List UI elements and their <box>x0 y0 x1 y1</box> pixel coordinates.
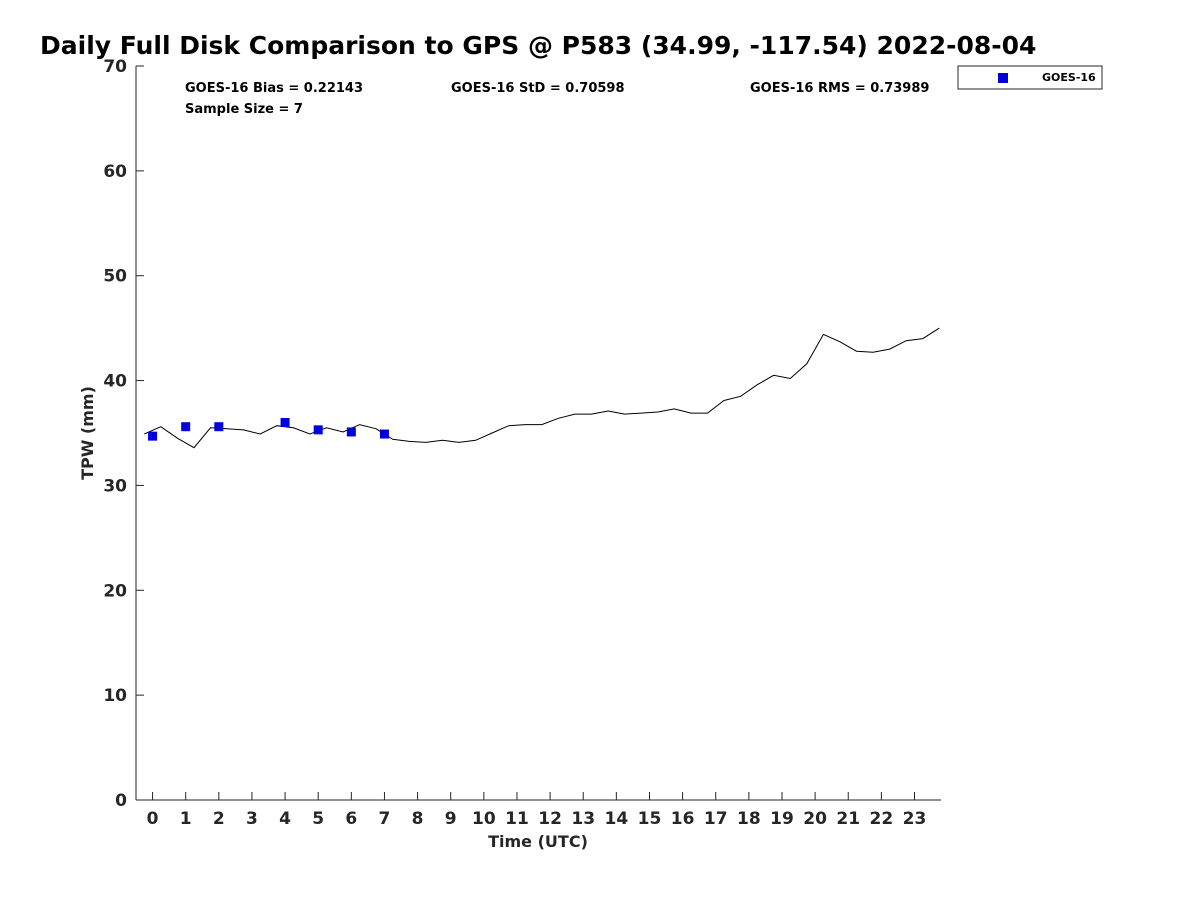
x-tick-label: 7 <box>379 809 391 829</box>
y-tick-label: 0 <box>115 791 127 811</box>
stats-annotations: GOES-16 Bias = 0.22143 GOES-16 StD = 0.7… <box>185 81 929 117</box>
x-tick-label: 14 <box>605 809 629 829</box>
legend-label: GOES-16 <box>1042 71 1096 84</box>
y-tick-label: 30 <box>103 476 127 496</box>
x-tick-label: 4 <box>279 809 291 829</box>
goes16-point <box>181 422 191 432</box>
x-tick-label: 19 <box>770 809 794 829</box>
legend: GOES-16 <box>957 65 1103 90</box>
rms-stat: GOES-16 RMS = 0.73989 <box>750 81 929 96</box>
y-tick-label: 60 <box>103 162 127 182</box>
goes16-point <box>280 418 290 428</box>
x-tick-label: 3 <box>246 809 258 829</box>
x-tick-label: 18 <box>737 809 761 829</box>
x-tick-label: 17 <box>704 809 728 829</box>
legend-box <box>957 65 1103 90</box>
x-tick-label: 6 <box>345 809 357 829</box>
goes16-point <box>214 422 224 432</box>
y-tick-label: 70 <box>103 57 127 77</box>
gps-tpw-line <box>144 327 940 449</box>
chart-title: Daily Full Disk Comparison to GPS @ P583… <box>40 31 1036 60</box>
x-tick-label: 9 <box>445 809 457 829</box>
y-tick-label: 40 <box>103 372 127 392</box>
std-stat: GOES-16 StD = 0.70598 <box>451 81 625 96</box>
goes16-point <box>346 427 356 437</box>
x-tick-label: 0 <box>147 809 159 829</box>
bias-stat: GOES-16 Bias = 0.22143 <box>185 81 363 96</box>
sample-size-stat: Sample Size = 7 <box>185 102 303 117</box>
x-tick-label: 11 <box>505 809 529 829</box>
legend-marker <box>998 73 1008 83</box>
x-tick-label: 20 <box>803 809 827 829</box>
x-tick-label: 15 <box>638 809 662 829</box>
series-layer <box>144 327 940 449</box>
x-tick-label: 10 <box>472 809 496 829</box>
y-axis-label: TPW (mm) <box>78 386 97 480</box>
goes16-point <box>313 425 323 435</box>
x-tick-label: 21 <box>836 809 860 829</box>
y-tick-label: 10 <box>103 686 127 706</box>
x-tick-label: 5 <box>312 809 324 829</box>
y-tick-label: 50 <box>103 267 127 287</box>
x-tick-label: 8 <box>412 809 424 829</box>
goes16-point <box>148 431 158 441</box>
x-tick-label: 22 <box>870 809 894 829</box>
x-axis-label: Time (UTC) <box>488 832 588 851</box>
x-tick-label: 23 <box>903 809 927 829</box>
x-tick-label: 1 <box>180 809 192 829</box>
x-tick-label: 16 <box>671 809 695 829</box>
x-tick-label: 2 <box>213 809 225 829</box>
x-tick-label: 12 <box>538 809 562 829</box>
x-ticks: 0 1 2 3 4 5 6 7 8 9 10 11 12 13 14 15 16 17 18 19 20 21 22 23 <box>147 792 927 829</box>
y-ticks: 0 10 20 30 40 50 60 70 <box>103 57 144 811</box>
goes16-point <box>379 429 389 439</box>
x-tick-label: 13 <box>571 809 595 829</box>
y-tick-label: 20 <box>103 581 127 601</box>
